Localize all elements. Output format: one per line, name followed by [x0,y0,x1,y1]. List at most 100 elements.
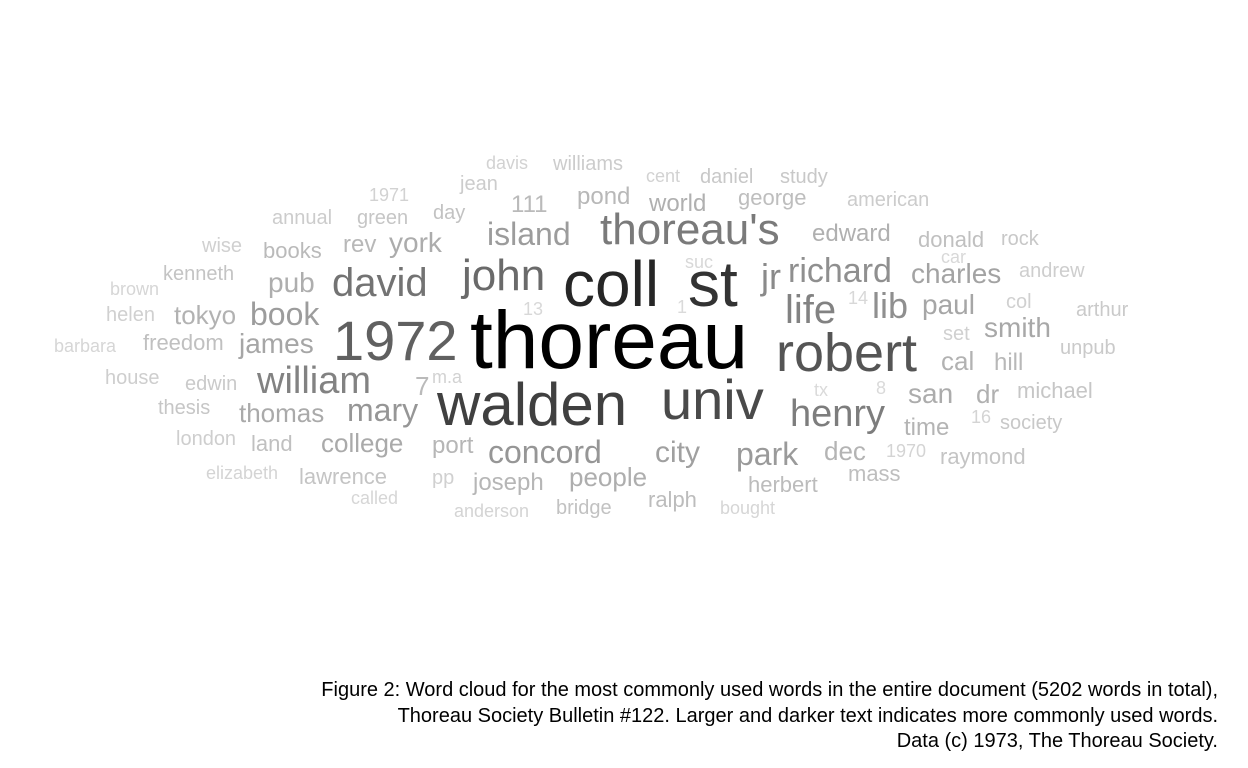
cloud-word: brown [110,279,160,299]
cloud-word: thomas [239,398,325,428]
cloud-word: smith [984,312,1051,343]
cloud-word: american [847,189,930,211]
cloud-word: coll [563,248,660,320]
cloud-word: life [785,288,837,332]
cloud-word: thoreau [470,295,749,386]
cloud-word: raymond [940,444,1026,469]
cloud-word: world [649,190,707,217]
cloud-word: john [462,251,546,300]
cloud-word: mass [848,461,901,486]
cloud-word: tokyo [174,300,237,330]
cloud-word: unpub [1060,337,1116,359]
cloud-word: day [433,202,466,224]
caption-line-3: Data (c) 1973, The Thoreau Society. [896,730,1218,752]
cloud-word: 1970 [886,441,927,461]
cloud-word: time [904,414,950,441]
cloud-word: pond [577,183,631,210]
cloud-word: ralph [648,487,697,512]
cloud-word: book [250,296,320,332]
cloud-word: called [351,488,399,508]
cloud-word: 8 [876,378,887,398]
cloud-word: society [1000,412,1063,434]
cloud-word: edward [812,220,891,247]
cloud-word: williams [553,153,623,175]
caption-line-2: Thoreau Society Bulletin #122. Larger an… [397,704,1218,727]
cloud-word: david [332,261,428,305]
cloud-word: andrew [1019,260,1085,282]
cloud-word: people [569,462,648,492]
cloud-word: san [908,378,954,409]
cloud-word: 7 [415,371,430,401]
cloud-word: george [738,185,807,210]
cloud-word: jean [460,173,498,195]
cloud-word: edwin [185,373,238,395]
cloud-word: paul [922,289,975,320]
cloud-word: cal [941,346,975,376]
cloud-word: green [357,207,409,229]
cloud-word: lib [872,285,909,326]
cloud-word: col [1006,291,1032,313]
figure-caption: Figure 2: Word cloud for the most common… [118,678,1218,755]
cloud-word: 14 [848,288,869,308]
cloud-word: william [257,360,371,402]
cloud-word: books [263,238,322,263]
word-cloud: thoreau coll st walden univ robert 1972 john dav… [54,153,1129,521]
cloud-word: michael [1017,378,1093,403]
cloud-word: dr [976,379,1000,409]
cloud-word: suc [685,252,714,272]
cloud-word: 1971 [369,185,410,205]
cloud-word: bridge [556,497,612,519]
cloud-word: set [943,323,970,345]
cloud-word: study [780,166,828,188]
cloud-word: helen [106,304,155,326]
cloud-word: walden [437,371,628,438]
cloud-word: lawrence [299,464,388,489]
cloud-word: st [688,248,738,320]
cloud-word: 16 [971,407,992,427]
cloud-word: barbara [54,336,117,356]
cloud-word: bought [720,498,776,518]
cloud-word: joseph [473,469,544,496]
cloud-word: daniel [700,166,754,188]
cloud-word: richard [788,252,892,290]
cloud-word: henry [790,393,886,435]
cloud-word: city [655,436,700,469]
cloud-word: land [251,431,293,456]
cloud-word: kenneth [163,263,235,285]
cloud-word: m.a [432,367,463,387]
cloud-word: mary [347,392,419,428]
cloud-word: arthur [1076,299,1129,321]
cloud-word: jr [761,256,781,297]
cloud-word: car [941,247,967,267]
cloud-word: james [239,328,314,359]
cloud-word: wise [202,235,243,257]
cloud-word: london [176,428,237,450]
cloud-word: pub [268,267,315,298]
cloud-word: elizabeth [206,463,279,483]
cloud-word: park [736,436,799,472]
caption-line-1: Figure 2: Word cloud for the most common… [321,679,1218,701]
cloud-word: herbert [748,472,818,497]
cloud-word: pp [432,467,455,489]
cloud-word: 1 [677,297,688,317]
cloud-word: robert [776,323,918,383]
cloud-word: tx [814,380,829,400]
cloud-word: univ [661,368,764,431]
cloud-word: house [105,367,160,389]
cloud-word: donald [918,227,985,252]
cloud-word: thesis [158,397,211,419]
cloud-word: freedom [143,330,224,355]
cloud-word: 1972 [333,309,458,372]
cloud-word: davis [486,153,529,173]
cloud-word: island [487,216,571,252]
cloud-word: rev [343,231,377,258]
cloud-word: annual [272,207,333,229]
cloud-word: anderson [454,501,530,521]
cloud-word: concord [488,434,602,470]
cloud-word: york [389,227,442,258]
cloud-word: dec [824,436,866,466]
cloud-word: port [432,432,474,459]
cloud-word: thoreau's [600,205,780,254]
cloud-word: hill [994,349,1024,376]
cloud-word: 111 [511,191,548,218]
